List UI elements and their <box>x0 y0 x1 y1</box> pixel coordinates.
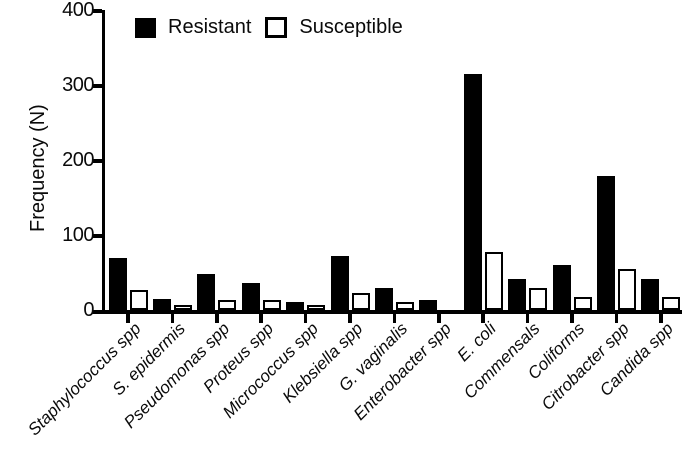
bar-resistant <box>197 274 216 310</box>
legend: Resistant Susceptible <box>135 16 413 39</box>
bar-susceptible <box>307 305 326 310</box>
bar-susceptible <box>218 300 237 310</box>
y-tick-label: 100 <box>62 224 94 246</box>
bar-resistant <box>596 175 615 310</box>
bar-resistant <box>108 257 127 310</box>
bar-susceptible <box>395 301 414 310</box>
y-tick <box>92 159 102 163</box>
legend-item-susceptible: Susceptible <box>265 16 412 39</box>
bar-susceptible <box>529 288 548 310</box>
y-tick-label: 300 <box>62 74 94 96</box>
x-axis-line <box>101 310 682 314</box>
x-tick <box>348 313 352 323</box>
bar-resistant <box>330 256 349 310</box>
y-axis-line <box>101 10 105 313</box>
bar-resistant <box>552 265 571 310</box>
legend-label-resistant: Resistant <box>168 16 252 38</box>
y-tick-label: 0 <box>83 299 94 321</box>
y-tick <box>92 234 102 238</box>
bar-resistant <box>463 73 482 310</box>
resistant-swatch-icon <box>135 17 156 38</box>
x-tick <box>259 313 263 323</box>
x-tick <box>525 313 530 323</box>
x-tick <box>303 313 308 323</box>
legend-label-susceptible: Susceptible <box>299 16 403 38</box>
bar-susceptible <box>617 268 636 310</box>
y-tick <box>92 84 102 88</box>
bar-resistant <box>241 283 260 310</box>
x-tick <box>437 313 441 323</box>
bar-susceptible <box>662 297 681 310</box>
x-tick <box>215 313 219 323</box>
y-tick <box>92 310 102 314</box>
bar-susceptible <box>129 289 148 310</box>
susceptible-swatch-icon <box>265 17 288 38</box>
x-tick <box>170 313 175 323</box>
x-tick <box>570 313 574 323</box>
y-tick-label: 400 <box>62 0 94 21</box>
bar-susceptible <box>573 297 592 310</box>
legend-item-resistant: Resistant <box>135 16 261 39</box>
x-tick <box>614 313 619 323</box>
bar-susceptible <box>484 252 503 310</box>
bar-resistant <box>152 298 171 310</box>
y-tick-label: 200 <box>62 149 94 171</box>
bar-susceptible <box>262 299 281 310</box>
bar-resistant <box>641 279 660 310</box>
bar-resistant <box>419 300 438 310</box>
bar-resistant <box>508 279 527 310</box>
bar-resistant <box>374 288 393 310</box>
x-tick <box>392 313 397 323</box>
x-tick <box>481 313 485 323</box>
y-tick <box>92 9 102 13</box>
bar-resistant <box>286 301 305 310</box>
x-tick <box>659 313 663 323</box>
bar-susceptible <box>173 305 192 310</box>
x-tick <box>126 313 130 323</box>
bar-susceptible <box>351 292 370 310</box>
